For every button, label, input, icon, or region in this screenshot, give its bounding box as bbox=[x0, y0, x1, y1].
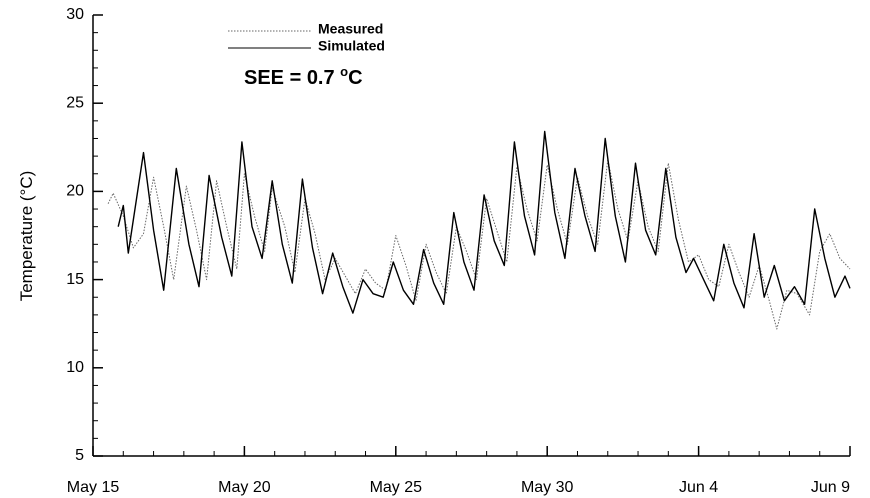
x-tick-label: May 20 bbox=[218, 479, 271, 496]
y-tick-label: 15 bbox=[66, 271, 84, 288]
y-tick-label: 10 bbox=[66, 359, 84, 376]
see-annotation-unit: C bbox=[348, 67, 362, 89]
legend-label-simulated: Simulated bbox=[318, 38, 385, 54]
see-annotation-text: SEE = 0.7 bbox=[244, 67, 340, 89]
y-axis-title: Temperature (°C) bbox=[17, 171, 36, 302]
legend-label-measured: Measured bbox=[318, 21, 383, 37]
series-line-measured bbox=[107, 159, 851, 330]
y-tick-label: 20 bbox=[66, 183, 84, 200]
see-annotation-degree: o bbox=[340, 64, 348, 79]
legend: Measured Simulated bbox=[228, 21, 385, 54]
y-tick-label: 25 bbox=[66, 94, 84, 111]
plot-series bbox=[107, 130, 851, 330]
y-tick-label: 30 bbox=[66, 6, 84, 23]
x-tick-label: May 25 bbox=[370, 479, 423, 496]
x-tick-label: May 15 bbox=[67, 479, 120, 496]
x-tick-label: May 30 bbox=[521, 479, 574, 496]
ticks: May 15 May 20 May 25 May 30 Jun 4 Jun 9 5 10 15 2… bbox=[66, 6, 851, 496]
axes bbox=[92, 15, 850, 457]
series-line-simulated bbox=[117, 130, 851, 314]
see-annotation: SEE = 0.7 oC bbox=[244, 64, 363, 89]
x-tick-label: Jun 4 bbox=[679, 479, 718, 496]
x-tick-label: Jun 9 bbox=[811, 479, 850, 496]
y-tick-label: 5 bbox=[75, 447, 84, 464]
